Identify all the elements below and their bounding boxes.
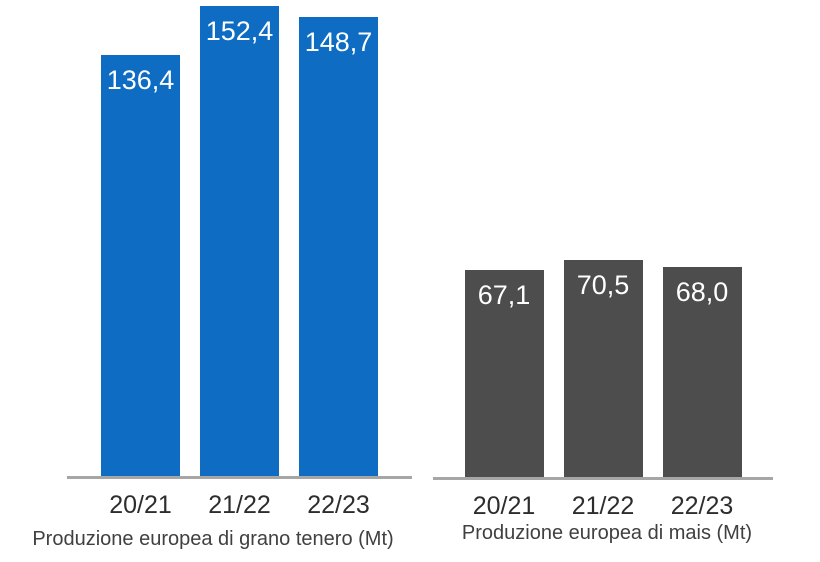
bar-value-label: 68,0 xyxy=(675,277,729,307)
wheat-plot-area: 136,4 152,4 148,7 xyxy=(67,6,412,476)
wheat-x-axis-line xyxy=(67,476,412,479)
bar: 68,0 xyxy=(662,267,742,477)
bar: 67,1 xyxy=(464,270,544,477)
wheat-x-axis-ticks: 20/21 21/22 22/23 xyxy=(67,491,412,520)
maize-plot-area: 67,1 70,5 68,0 xyxy=(433,7,773,477)
bar-value-label: 152,4 xyxy=(205,16,274,46)
bar: 152,4 xyxy=(200,6,279,476)
wheat-production-chart: 136,4 152,4 148,7 20/21 21/22 22/23 Produzio… xyxy=(32,6,412,550)
maize-x-axis-ticks: 20/21 21/22 22/23 xyxy=(433,492,773,521)
wheat-bar-group: 136,4 152,4 148,7 xyxy=(67,6,412,476)
x-tick-label: 22/23 xyxy=(670,492,734,520)
bar: 148,7 xyxy=(299,17,378,476)
bar-value-label: 70,5 xyxy=(576,270,630,300)
maize-x-axis-line xyxy=(433,477,773,480)
wheat-chart-title: Produzione europea di grano tenero (Mt) xyxy=(32,528,394,550)
bar-value-label: 136,4 xyxy=(106,65,175,95)
maize-bar-group: 67,1 70,5 68,0 xyxy=(433,7,773,477)
x-tick-label: 21/22 xyxy=(571,492,635,520)
bar-value-label: 148,7 xyxy=(304,27,373,57)
bar-value-label: 67,1 xyxy=(477,280,531,310)
x-tick-label: 21/22 xyxy=(208,491,271,519)
bar: 136,4 xyxy=(101,55,180,476)
x-tick-label: 20/21 xyxy=(109,491,172,519)
maize-production-chart: 67,1 70,5 68,0 20/21 21/22 22/23 Produzione … xyxy=(433,7,773,544)
maize-chart-title: Produzione europea di mais (Mt) xyxy=(461,522,753,544)
x-tick-label: 22/23 xyxy=(307,491,370,519)
x-tick-label: 20/21 xyxy=(472,492,536,520)
bar: 70,5 xyxy=(563,260,643,477)
